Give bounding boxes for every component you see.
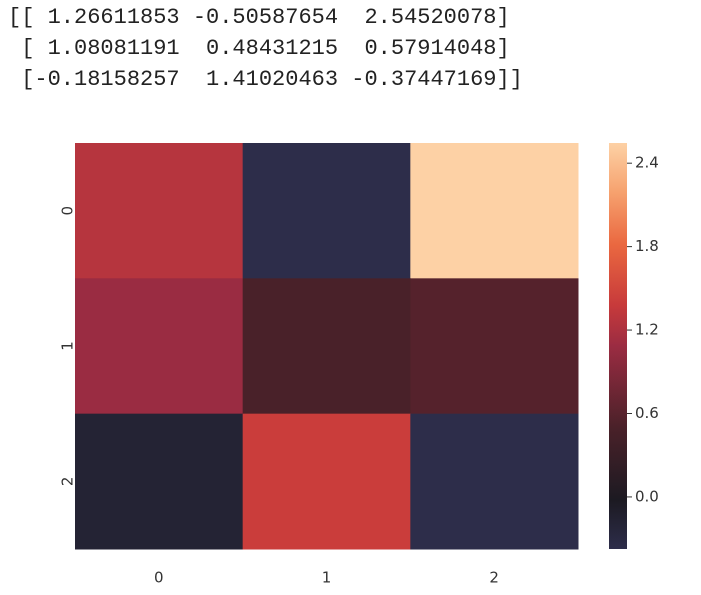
heatmap-cell <box>75 278 244 415</box>
x-tick-label: 2 <box>489 569 499 587</box>
heatmap-cell <box>242 413 411 550</box>
x-tick-label: 1 <box>322 569 332 587</box>
x-tick-label: 0 <box>154 569 164 587</box>
heatmap-cell <box>410 413 579 550</box>
output-line: [ 1.08081191 0.48431215 0.57914048] <box>8 36 510 61</box>
printed-output: [[ 1.26611853 -0.50587654 2.54520078] [ … <box>8 2 523 95</box>
y-tick-label: 0 <box>59 206 77 216</box>
heatmap-cell <box>75 143 244 279</box>
heatmap-cell <box>75 413 244 550</box>
heatmap-cell <box>410 143 579 279</box>
colorbar <box>609 143 627 549</box>
y-tick-label: 2 <box>59 477 77 487</box>
heatmap-cell <box>410 278 579 415</box>
colorbar-tick-label: 0.0 <box>635 487 659 505</box>
y-tick-label: 1 <box>59 341 77 351</box>
output-line: [-0.18158257 1.41020463 -0.37447169]] <box>8 67 523 92</box>
colorbar-tick-label: 1.2 <box>635 321 659 339</box>
heatmap-cell <box>242 278 411 415</box>
colorbar-tick-label: 0.6 <box>635 404 659 422</box>
colorbar-tick-label: 1.8 <box>635 237 659 255</box>
heatmap-cell <box>242 143 411 279</box>
output-line: [[ 1.26611853 -0.50587654 2.54520078] <box>8 5 510 30</box>
colorbar-tick-label: 2.4 <box>635 154 659 172</box>
